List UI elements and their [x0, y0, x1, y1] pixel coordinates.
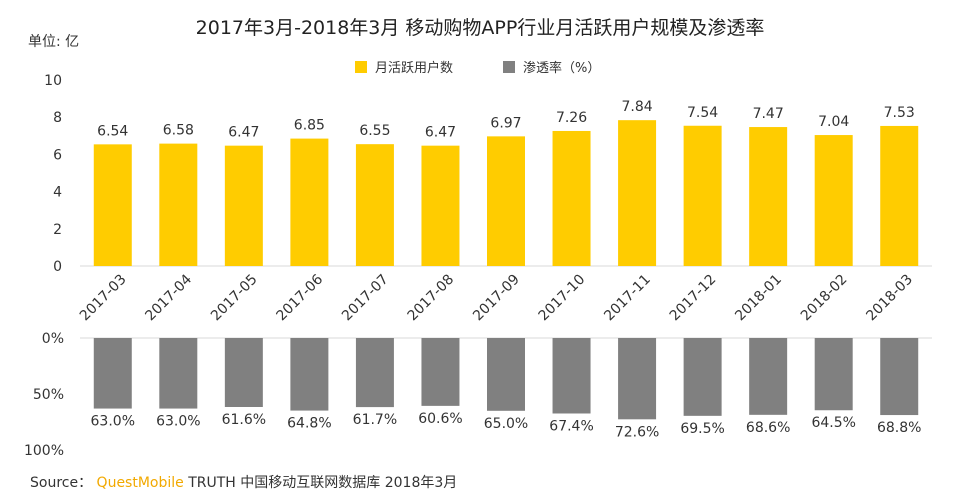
penetration-value-label: 72.6%: [615, 424, 659, 440]
source-note: Source： QuestMobile TRUTH 中国移动互联网数据库 201…: [30, 472, 457, 492]
unit-label: 单位: 亿: [28, 34, 79, 50]
penetration-value-label: 60.6%: [418, 411, 462, 427]
penetration-value-label: 63.0%: [156, 414, 200, 430]
penetration-value-label: 69.5%: [680, 421, 724, 437]
mau-bar: [683, 125, 722, 266]
source-brand: QuestMobile: [96, 475, 184, 491]
bottom-y-tick-label: 0%: [42, 331, 64, 347]
mau-bar: [355, 144, 394, 266]
top-y-tick-label: 2: [53, 222, 62, 238]
penetration-bar: [290, 338, 329, 411]
penetration-bars: 63.0% 63.0% 61.6% 64.8% 61.7% 60.6% 65.0% 67.4%…: [91, 338, 921, 440]
mau-bar: [93, 144, 132, 266]
penetration-bar: [487, 338, 525, 411]
mau-value-label: 6.54: [97, 123, 128, 139]
penetration-bar: [224, 338, 263, 407]
mau-bar: [749, 127, 788, 266]
penetration-value-label: 64.5%: [811, 415, 855, 431]
penetration-bar: [552, 338, 591, 414]
x-axis-labels: 2017-03 2017-04 2017-05 2017-06 2017-07 2017-…: [77, 271, 916, 324]
mau-bar: [487, 136, 525, 266]
x-category-label: 2017-11: [601, 272, 654, 325]
penetration-bar: [93, 338, 132, 409]
source-prefix: Source：: [30, 475, 93, 491]
mau-bar: [552, 130, 591, 266]
penetration-bar: [880, 338, 919, 416]
penetration-value-label: 61.6%: [222, 412, 266, 428]
top-y-tick-label: 0: [53, 259, 62, 275]
bottom-y-tick-label: 100%: [24, 443, 64, 459]
mau-bar: [290, 138, 329, 266]
mau-bar: [814, 135, 853, 266]
penetration-value-label: 67.4%: [549, 418, 593, 434]
penetration-bar: [683, 338, 722, 416]
x-category-label: 2017-03: [77, 272, 130, 325]
legend-label-penetration: 渗透率（%）: [523, 60, 600, 76]
penetration-bar: [814, 338, 853, 411]
top-y-tick-label: 10: [44, 73, 62, 89]
penetration-value-label: 63.0%: [91, 414, 135, 430]
mau-bars: 6.54 6.58 6.47 6.85 6.55 6.47 6.97 7.26 7.84 7.54…: [93, 99, 919, 267]
mau-value-label: 6.85: [294, 118, 325, 134]
x-category-label: 2017-06: [274, 271, 327, 324]
mau-value-label: 7.84: [621, 99, 652, 115]
penetration-value-label: 68.8%: [877, 420, 921, 436]
mau-value-label: 7.54: [687, 105, 718, 121]
penetration-value-label: 61.7%: [353, 412, 397, 428]
penetration-bar: [159, 338, 198, 409]
mau-value-label: 7.47: [753, 106, 784, 122]
chart-svg: 2017年3月-2018年3月 移动购物APP行业月活跃用户规模及渗透率 单位:…: [24, 17, 932, 459]
mau-value-label: 7.04: [818, 114, 849, 130]
penetration-bar: [749, 338, 788, 415]
mau-bar: [421, 145, 460, 266]
x-category-label: 2017-05: [208, 272, 261, 325]
x-category-label: 2017-04: [142, 271, 195, 324]
mau-value-label: 6.55: [359, 123, 390, 139]
top-y-tick-label: 8: [53, 110, 62, 126]
penetration-value-label: 65.0%: [484, 416, 528, 432]
mau-value-label: 6.97: [490, 115, 521, 131]
penetration-value-label: 64.8%: [287, 416, 331, 432]
mau-bar: [618, 120, 657, 267]
x-category-label: 2018-03: [863, 272, 916, 325]
penetration-bar: [355, 338, 394, 408]
mau-bar: [159, 143, 198, 266]
legend-label-mau: 月活跃用户数: [375, 60, 453, 76]
x-category-label: 2017-12: [667, 272, 720, 325]
x-category-label: 2017-07: [339, 272, 392, 325]
mau-value-label: 6.47: [228, 125, 259, 141]
x-category-label: 2017-10: [536, 272, 589, 325]
x-category-label: 2017-09: [470, 272, 523, 325]
source-rest: TRUTH 中国移动互联网数据库 2018年3月: [188, 475, 458, 491]
x-category-label: 2018-01: [732, 272, 785, 325]
penetration-bar: [421, 338, 460, 406]
chart-title: 2017年3月-2018年3月 移动购物APP行业月活跃用户规模及渗透率: [196, 17, 765, 39]
bottom-y-tick-label: 50%: [33, 387, 64, 403]
legend-swatch-penetration: [503, 61, 515, 73]
x-category-label: 2018-02: [798, 272, 851, 325]
top-y-tick-label: 4: [53, 185, 62, 201]
mau-value-label: 6.47: [425, 125, 456, 141]
mau-value-label: 7.26: [556, 110, 587, 126]
top-y-tick-label: 6: [53, 147, 62, 163]
penetration-value-label: 68.6%: [746, 420, 790, 436]
x-category-label: 2017-08: [405, 272, 458, 325]
mau-value-label: 7.53: [884, 105, 915, 121]
penetration-bar: [618, 338, 657, 420]
legend-swatch-mau: [355, 61, 367, 73]
mau-bar: [224, 145, 263, 266]
mau-value-label: 6.58: [163, 123, 194, 139]
mau-bar: [880, 125, 919, 266]
